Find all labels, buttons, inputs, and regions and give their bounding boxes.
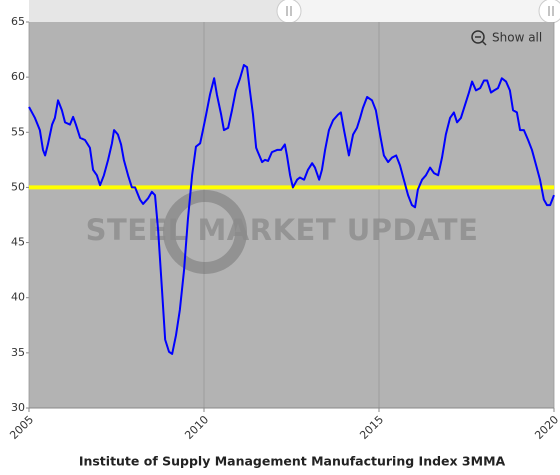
reset-zoom-label[interactable]: Show all: [492, 31, 542, 45]
watermark-logo: [163, 190, 247, 274]
data-line: [28, 64, 555, 355]
y-tick-label: 60: [11, 70, 25, 83]
y-tick-label: 45: [11, 236, 25, 249]
navigator-track: [289, 0, 554, 22]
plot-area: [29, 22, 554, 408]
y-tick-label: 65: [11, 15, 25, 28]
navigator-handle-right[interactable]: [538, 0, 560, 24]
y-tick-label: 55: [11, 125, 25, 138]
chart-title: Institute of Supply Management Manufactu…: [79, 454, 506, 469]
x-tick-label: 2005: [7, 413, 36, 442]
x-tick-label: 2010: [182, 413, 211, 442]
navigator-range: [29, 0, 289, 22]
y-tick-label: 35: [11, 346, 25, 359]
x-tick-label: 2015: [357, 413, 386, 442]
reset-zoom-button[interactable]: Show all: [471, 30, 542, 46]
watermark: STEEL MARKET UPDATE: [86, 213, 479, 247]
y-tick-label: 50: [11, 180, 25, 193]
x-tick-label: 2020: [532, 413, 560, 442]
y-tick-label: 40: [11, 291, 25, 304]
y-tick-label: 30: [11, 401, 25, 414]
navigator-handle-left[interactable]: [276, 0, 302, 24]
